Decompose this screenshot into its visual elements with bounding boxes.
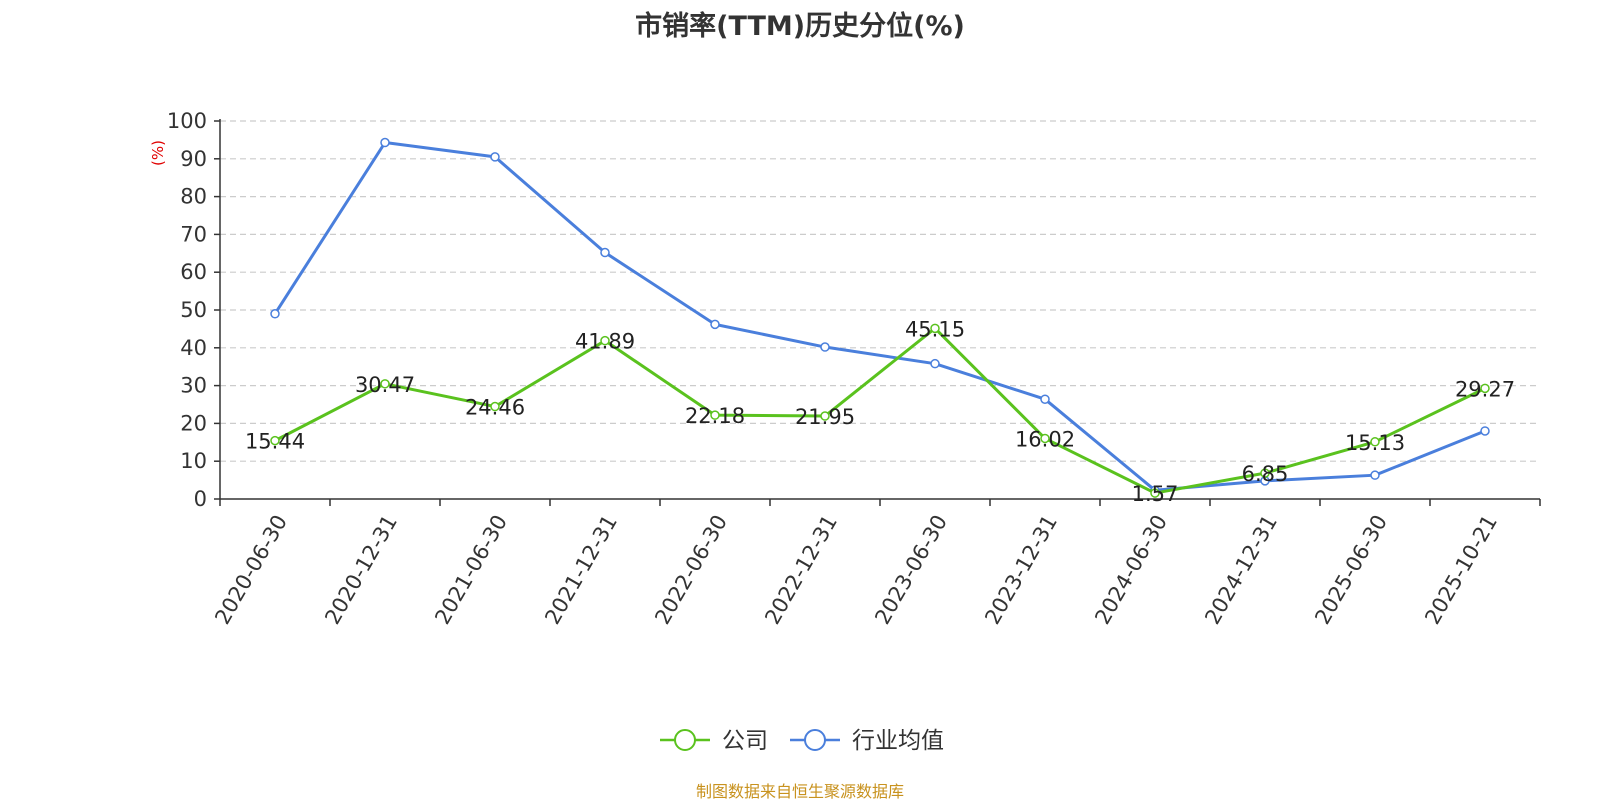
y-tick-label: 40 [180, 336, 207, 360]
data-point[interactable] [380, 137, 390, 148]
data-point[interactable] [1370, 470, 1380, 480]
series-industry-average [270, 137, 1490, 496]
data-point[interactable] [1480, 426, 1490, 436]
data-label: 21.95 [795, 405, 855, 429]
y-tick-label: 20 [180, 411, 207, 435]
y-axis-label: (%) [149, 140, 167, 166]
data-label: 30.47 [355, 373, 415, 397]
data-point[interactable] [930, 323, 940, 334]
series-company [270, 323, 1490, 498]
data-point[interactable] [1040, 433, 1050, 444]
x-tick-label: 2025-06-30 [1310, 511, 1392, 629]
y-tick-label: 50 [180, 298, 207, 322]
data-point[interactable] [1150, 488, 1160, 498]
data-point[interactable] [600, 247, 610, 258]
y-tick-label: 90 [180, 147, 207, 171]
y-tick-label: 60 [180, 260, 207, 284]
x-tick-label: 2024-12-31 [1200, 511, 1282, 629]
data-label: 16.02 [1015, 427, 1075, 451]
x-tick-label: 2023-12-31 [980, 511, 1062, 629]
series-layer: 15.44 30.47 24.46 41.89 22.18 21.95 45.15 16.02… [245, 137, 1515, 506]
data-point[interactable] [930, 358, 940, 369]
data-point[interactable] [1260, 468, 1270, 478]
chart-title: 市销率(TTM)历史分位(%) [635, 11, 965, 42]
source-note: 制图数据来自恒生聚源数据库 [695, 782, 904, 801]
legend-item-industry-average[interactable]: 行业均值 [790, 728, 944, 754]
data-point[interactable] [1480, 383, 1490, 394]
data-point[interactable] [600, 335, 610, 346]
grid-lines [220, 120, 1540, 462]
data-point[interactable] [490, 152, 500, 162]
y-tick-label: 30 [180, 374, 207, 398]
x-tick-label: 2022-06-30 [650, 511, 732, 629]
data-label: 15.13 [1345, 431, 1405, 455]
data-point[interactable] [490, 401, 500, 412]
data-point[interactable] [270, 309, 280, 319]
x-tick-label: 2022-12-31 [760, 511, 842, 629]
data-label: 1.57 [1132, 482, 1179, 506]
data-point[interactable] [270, 435, 280, 446]
x-tick-label: 2023-06-30 [870, 511, 952, 629]
y-tick-label: 10 [180, 449, 207, 473]
legend-label: 行业均值 [852, 728, 944, 754]
y-tick-label: 0 [194, 487, 207, 511]
x-tick-label: 2021-06-30 [430, 511, 512, 629]
data-label: 15.44 [245, 430, 305, 454]
data-point[interactable] [820, 342, 830, 352]
series-line [274, 326, 1486, 495]
data-point[interactable] [710, 319, 720, 330]
x-tick-label: 2021-12-31 [540, 511, 622, 629]
data-point[interactable] [380, 379, 390, 389]
data-point[interactable] [710, 410, 720, 420]
data-point[interactable] [1370, 437, 1380, 447]
y-tick-label: 100 [167, 109, 207, 133]
x-tick-label: 2025-10-21 [1420, 511, 1502, 629]
data-label: 22.18 [685, 404, 745, 428]
x-tick-label: 2020-06-30 [210, 511, 292, 629]
x-tick-label: 2020-12-31 [320, 511, 402, 629]
data-point[interactable] [820, 411, 830, 421]
legend-marker [804, 729, 826, 751]
legend-label: 公司 [722, 728, 768, 754]
data-label: 45.15 [905, 317, 965, 341]
data-label: 24.46 [465, 396, 525, 420]
data-label: 6.85 [1242, 462, 1289, 486]
legend-marker [674, 729, 696, 751]
data-label: 41.89 [575, 330, 635, 354]
series-line [273, 141, 1486, 492]
y-tick-label: 80 [180, 185, 207, 209]
legend[interactable]: 公司 行业均值 [660, 728, 944, 754]
x-tick-label: 2024-06-30 [1090, 511, 1172, 629]
axes: 0 10 20 30 40 50 60 70 80 90 100 2020-06-30 2020-12-… [167, 109, 1541, 629]
y-tick-label: 70 [180, 222, 207, 246]
data-label: 29.27 [1455, 377, 1515, 401]
legend-item-company[interactable]: 公司 [660, 728, 768, 754]
data-point[interactable] [1040, 394, 1050, 404]
